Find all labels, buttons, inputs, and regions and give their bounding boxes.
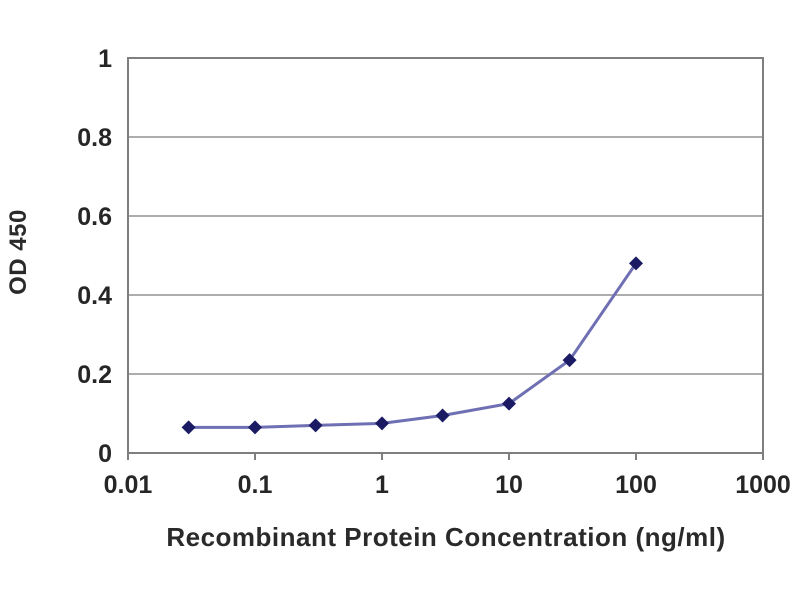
x-tick-label: 1000 — [735, 471, 791, 499]
y-tick-label: 0.8 — [77, 124, 112, 152]
x-tick-label: 0.1 — [238, 471, 273, 499]
data-point-marker — [375, 416, 389, 431]
y-tick-label: 0.6 — [77, 203, 112, 231]
series-line — [188, 262, 638, 429]
data-point-marker — [308, 418, 323, 433]
y-axis-title: OD 450 — [5, 209, 32, 295]
plot-frame — [127, 57, 764, 454]
data-point-marker — [435, 408, 450, 423]
x-axis-title: Recombinant Protein Concentration (ng/ml… — [166, 522, 725, 552]
y-tick-label: 0 — [98, 440, 112, 468]
x-tick-label: 0.01 — [104, 471, 153, 499]
plot-border — [127, 57, 764, 454]
axis-ticks: 0.01 0.1 1 10 100 1000 0 0.2 0.4 0.6 0.8 1 — [77, 45, 791, 499]
x-tick-label: 10 — [495, 471, 523, 499]
data-point-marker — [562, 353, 577, 368]
data-point-marker — [248, 420, 262, 435]
gridlines — [128, 136, 763, 375]
x-tick-label: 1 — [375, 471, 389, 499]
data-point-marker — [629, 256, 643, 271]
y-tick-label: 1 — [98, 45, 112, 73]
data-point-marker — [181, 420, 196, 435]
data-point-marker — [502, 396, 516, 411]
y-tick-label: 0.2 — [77, 361, 112, 389]
y-tick-label: 0.4 — [77, 282, 112, 310]
x-tick-label: 100 — [615, 471, 657, 499]
data-series — [181, 256, 643, 435]
